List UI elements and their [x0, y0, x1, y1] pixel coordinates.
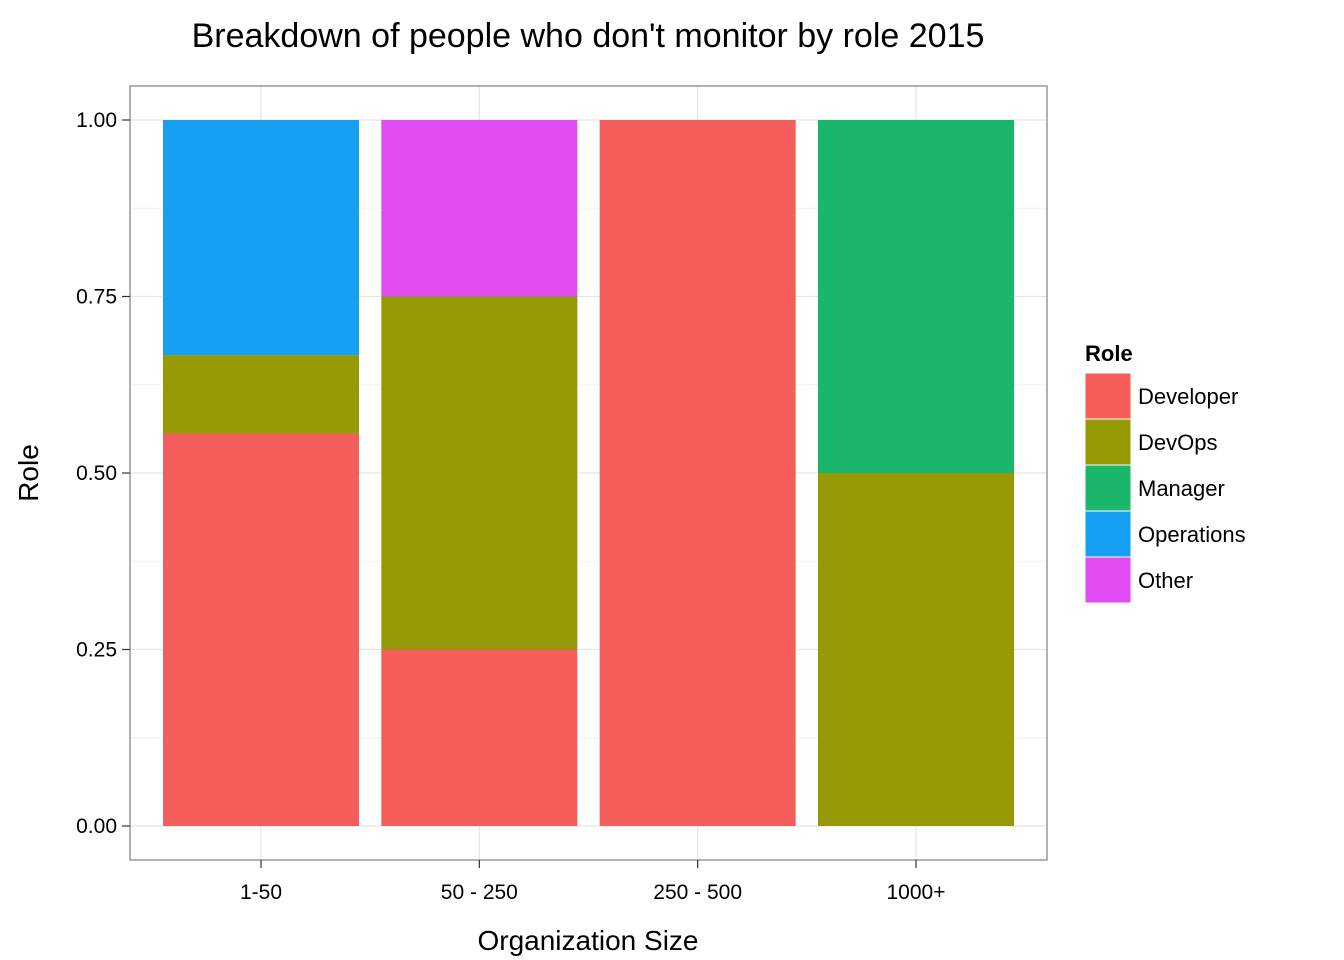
legend-title: Role	[1085, 341, 1133, 366]
x-axis: 1-50 50 - 250 250 - 500 1000+	[240, 860, 945, 904]
legend-label-other: Other	[1138, 568, 1193, 593]
legend-label-devops: DevOps	[1138, 430, 1217, 455]
y-axis-title: Role	[13, 444, 44, 502]
bar-segment-developer-1	[163, 433, 359, 826]
legend-key-other	[1084, 556, 1132, 604]
x-tick-label: 1-50	[240, 881, 282, 904]
y-tick-label: 0.50	[76, 462, 117, 485]
legend-label-operations: Operations	[1138, 522, 1246, 547]
bar-segment-developer-2	[381, 649, 578, 826]
chart-title: Breakdown of people who don't monitor by…	[192, 17, 985, 55]
bar-segment-other-2	[381, 120, 578, 297]
y-tick-label: 0.00	[76, 815, 117, 838]
bar-segment-devops-1	[163, 355, 359, 434]
bar-segment-operations-1	[163, 120, 359, 356]
x-tick-label: 50 - 250	[441, 881, 518, 904]
legend-key-devops	[1084, 418, 1132, 466]
legend: Role Developer DevOps Manager Operations Oth…	[1084, 341, 1246, 604]
bar-segment-devops-4	[817, 473, 1014, 826]
bar-segment-devops-2	[381, 296, 578, 650]
x-tick-label: 250 - 500	[653, 881, 742, 904]
legend-label-manager: Manager	[1138, 476, 1225, 501]
legend-label-developer: Developer	[1138, 384, 1238, 409]
bar-segment-developer-3	[599, 120, 796, 826]
y-tick-label: 0.75	[76, 286, 117, 309]
x-axis-title: Organization Size	[477, 925, 698, 956]
y-axis: 0.00 0.25 0.50 0.75 1.00	[76, 109, 130, 838]
x-tick-label: 1000+	[886, 881, 945, 904]
plot-bars	[163, 120, 1014, 826]
y-tick-label: 1.00	[76, 109, 117, 132]
y-tick-label: 0.25	[76, 639, 117, 662]
legend-key-manager	[1084, 464, 1132, 512]
legend-key-operations	[1084, 510, 1132, 558]
legend-key-developer	[1084, 372, 1132, 420]
bar-segment-manager-4	[817, 120, 1014, 473]
